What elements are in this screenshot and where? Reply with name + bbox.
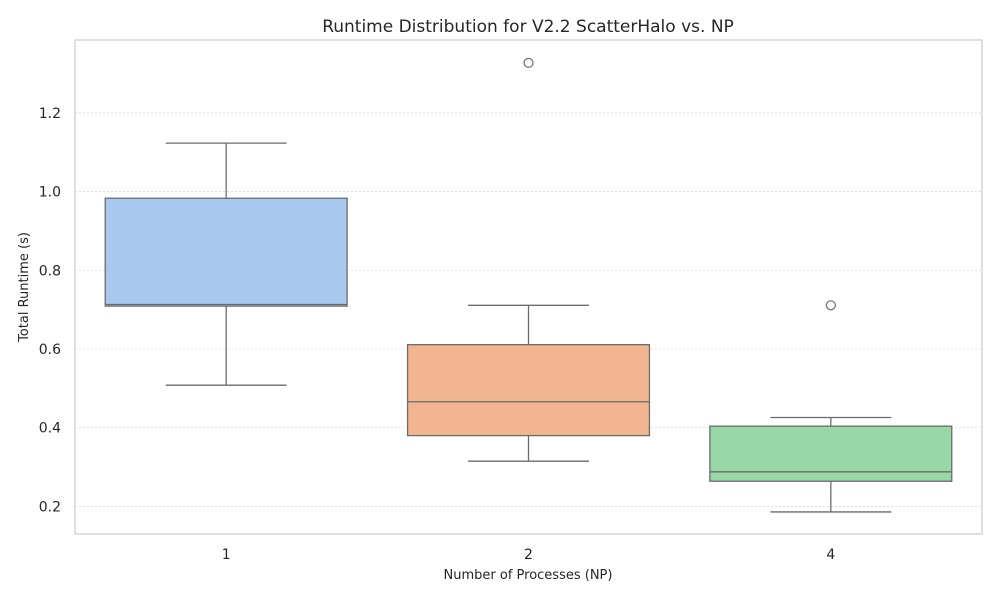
y-tick-label: 1.0 [39, 185, 61, 201]
y-tick-label: 0.8 [39, 263, 61, 279]
box-np-4 [709, 300, 953, 513]
iqr-box [406, 344, 651, 437]
chart-title: Runtime Distribution for V2.2 ScatterHal… [322, 17, 734, 37]
iqr-box [709, 425, 953, 482]
y-tick-labels: 0.2 0.4 0.6 0.8 1.0 1.2 [39, 106, 61, 516]
y-tick-label: 1.2 [39, 106, 61, 122]
plot-frame [74, 39, 983, 535]
y-axis-label: Total Runtime (s) [17, 232, 32, 343]
box-np-2 [406, 57, 651, 462]
iqr-box [104, 197, 348, 307]
box-np-1 [104, 142, 348, 386]
y-tick-label: 0.6 [39, 342, 61, 358]
x-tick-label: 4 [826, 547, 835, 563]
y-tick-label: 0.2 [39, 499, 61, 515]
boxes [104, 57, 953, 513]
y-tick-label: 0.4 [39, 421, 61, 437]
x-tick-labels: 1 2 4 [222, 547, 836, 563]
outlier-point [825, 300, 836, 311]
x-tick-label: 1 [222, 547, 231, 563]
x-axis-label: Number of Processes (NP) [444, 568, 613, 583]
x-tick-label: 2 [524, 547, 533, 563]
outlier-point [523, 57, 534, 68]
